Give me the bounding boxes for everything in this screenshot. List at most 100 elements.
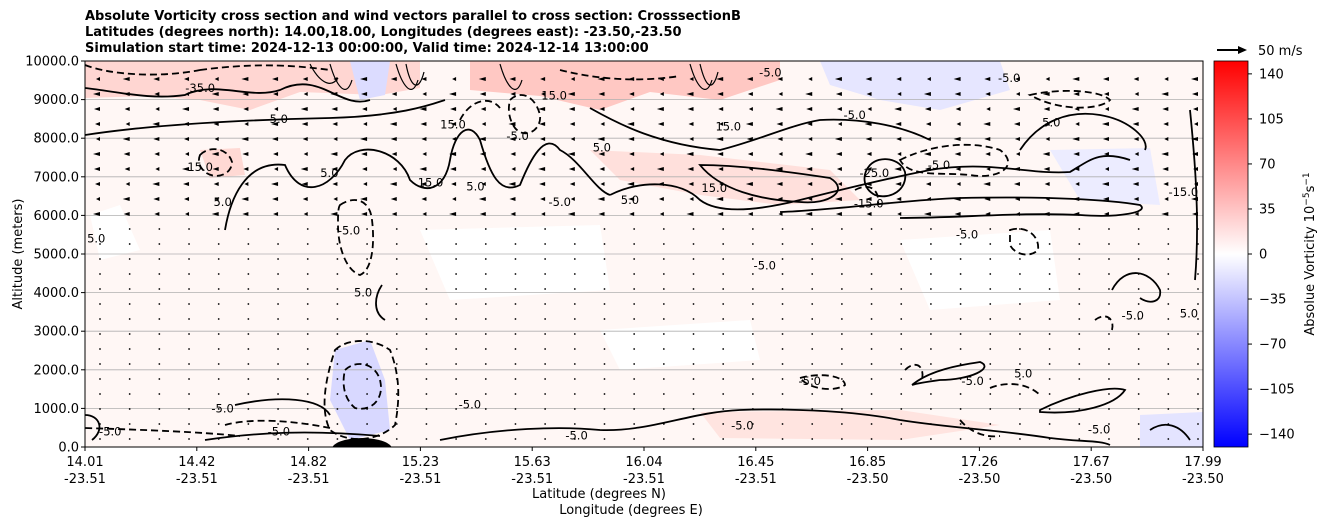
wind-vector [1108,423,1110,425]
wind-vector [125,182,130,186]
wind-vector [781,378,784,380]
wind-vector [480,107,486,111]
wind-vector [986,167,991,171]
wind-vector [745,182,753,186]
wind-vector [514,438,517,440]
wind-vector [692,363,695,365]
wind-vector [1134,92,1139,96]
wind-vector [363,122,368,126]
wind-vector [331,107,338,111]
wind-vector [1137,393,1140,395]
x-tick-label-lat: 17.67 [1073,455,1110,470]
wind-vector [479,212,486,216]
wind-vector [450,107,457,111]
wind-vector [989,318,992,320]
wind-vector [781,318,784,320]
wind-vector [954,92,961,96]
wind-vector [1048,333,1051,335]
wind-vector [122,197,130,201]
contour-dashed [507,94,541,135]
wind-vector [1101,182,1109,186]
wind-vector [751,363,754,365]
contour-solid [1149,423,1191,441]
wind-vector [662,438,665,440]
wind-vector [128,288,131,290]
wind-vector [811,318,814,320]
wind-vector [717,152,724,156]
wind-vector [570,197,575,201]
wind-vector [158,318,161,320]
contour-dashed [1009,227,1039,256]
contour-solid [1111,272,1162,303]
wind-vector [1072,137,1080,141]
wind-vector [425,378,428,380]
x-tick-label-lat: 14.42 [178,455,215,470]
wind-vector [870,333,873,335]
wind-vector [1019,423,1021,425]
wind-vector [569,122,575,126]
x-tick-label-lon: -23.51 [735,472,777,487]
contour-label: 5.0 [1014,367,1032,381]
wind-vector [306,228,309,230]
contour-dashed [1094,315,1114,331]
wind-vector [544,273,547,275]
wind-vector [425,273,428,275]
wind-vector [722,288,725,290]
contour-dashed [798,374,846,390]
wind-vector [633,363,636,365]
x-tick-label-lon: -23.51 [176,472,218,487]
wind-vector [336,288,339,290]
wind-vector [277,348,279,350]
wind-vector [211,152,219,156]
wind-vector [717,212,724,216]
wind-vector [123,152,130,156]
wind-vector [662,303,665,305]
wind-vector [805,212,813,216]
wind-vector [959,318,962,320]
wind-vector [188,288,190,290]
wind-vector [989,438,992,440]
wind-vector [540,137,546,141]
wind-vector [923,152,931,156]
wind-vector [511,107,516,111]
wind-vector [781,333,784,335]
wind-vector [514,303,517,305]
wind-vector [1134,152,1139,156]
wind-vector [395,318,398,320]
x-tick-label-lat: 15.63 [514,455,551,470]
wind-vector [214,197,219,201]
wind-vector [1167,393,1170,395]
wind-vector [514,423,517,425]
wind-vector [277,243,279,245]
wind-vector [306,348,309,350]
wind-vector [811,303,814,305]
colorbar-tick-label: 105 [1259,112,1284,127]
wind-vector [366,423,368,425]
wind-vector [360,77,368,81]
wind-vector [807,182,813,186]
wind-vector [544,363,547,365]
wind-vector [395,393,398,395]
wind-vector [1043,167,1050,171]
wind-vector [956,182,961,186]
wind-vector [455,258,458,260]
wind-vector [840,318,843,320]
wind-vector [662,318,665,320]
wind-vector [776,182,783,186]
wind-vector [1019,378,1021,380]
wind-vector [900,348,903,350]
wind-vector [511,167,516,171]
wind-vector [99,258,101,260]
wind-vector [128,318,131,320]
shade-white-mid-1 [420,225,610,300]
wind-vector [455,438,458,440]
wind-vector [870,393,873,395]
wind-vector [777,137,783,141]
wind-vector [1048,408,1051,410]
wind-vector [455,228,458,230]
wind-vector [366,228,368,230]
wind-vector [271,122,279,126]
wind-vector [633,333,636,335]
wind-vector [567,152,575,156]
contour-dashed [459,99,501,121]
